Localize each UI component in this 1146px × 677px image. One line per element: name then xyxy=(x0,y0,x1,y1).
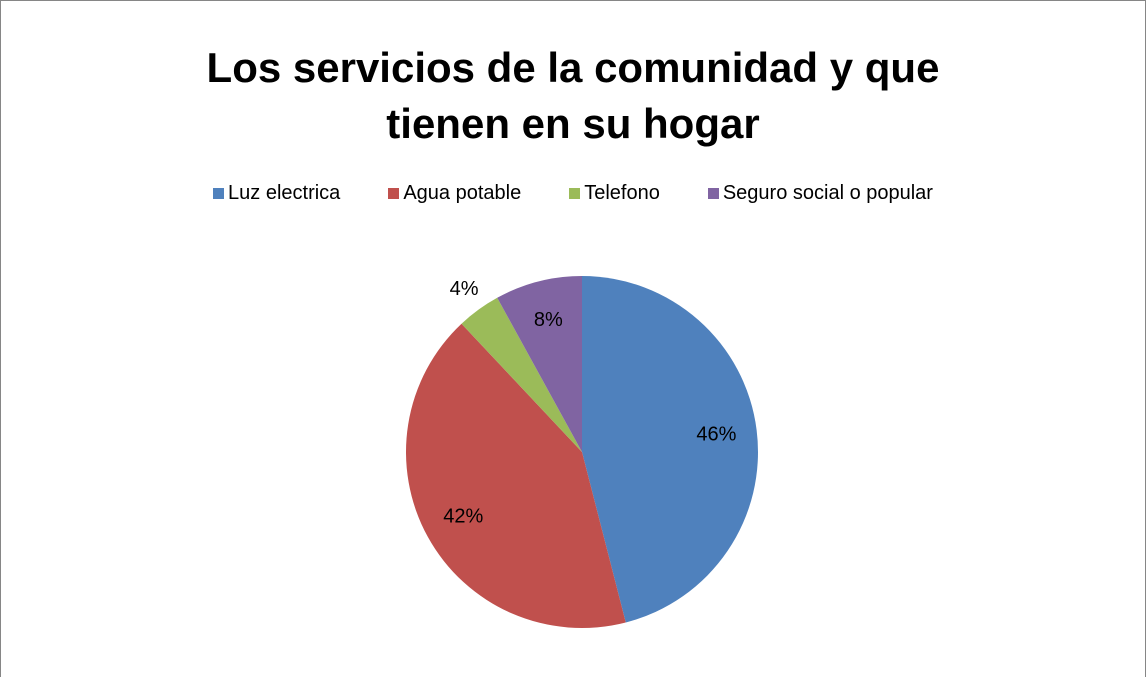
legend-item: Seguro social o popular xyxy=(707,182,933,205)
legend-item: Agua potable xyxy=(388,182,521,205)
legend-swatch xyxy=(388,188,400,199)
data-label: 46% xyxy=(696,423,736,445)
pie-slice xyxy=(461,297,582,452)
legend-label: Luz electrica xyxy=(228,182,341,204)
legend-swatch xyxy=(213,188,225,199)
legend-item: Telefono xyxy=(569,182,660,205)
pie-slice xyxy=(406,323,626,628)
legend-label: Telefono xyxy=(584,182,660,204)
legend-swatch xyxy=(569,188,581,199)
legend-label: Seguro social o popular xyxy=(722,182,933,204)
legend-item: Luz electrica xyxy=(213,182,340,205)
pie-slice xyxy=(497,276,582,452)
chart-title: Los servicios de la comunidad y que tien… xyxy=(206,44,940,147)
data-label: 4% xyxy=(450,278,479,300)
legend: Luz electrica Agua potable Telefono Seguro … xyxy=(0,182,1146,205)
pie-slice xyxy=(582,276,759,623)
data-label: 8% xyxy=(534,309,563,331)
data-label: 42% xyxy=(443,506,483,528)
legend-swatch xyxy=(707,188,719,199)
legend-label: Agua potable xyxy=(403,182,522,204)
